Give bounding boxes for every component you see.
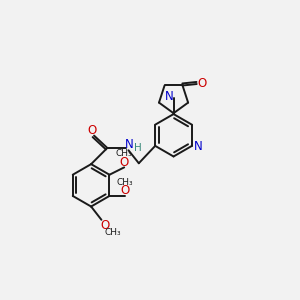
Text: O: O <box>120 184 129 197</box>
Text: N: N <box>165 90 173 103</box>
Text: H: H <box>134 143 142 153</box>
Text: CH₃: CH₃ <box>116 178 133 188</box>
Text: N: N <box>125 138 134 151</box>
Text: N: N <box>194 140 203 153</box>
Text: O: O <box>87 124 96 137</box>
Text: O: O <box>120 156 129 169</box>
Text: O: O <box>100 219 110 232</box>
Text: CH₃: CH₃ <box>116 149 133 158</box>
Text: O: O <box>197 76 206 90</box>
Text: CH₃: CH₃ <box>104 228 121 237</box>
